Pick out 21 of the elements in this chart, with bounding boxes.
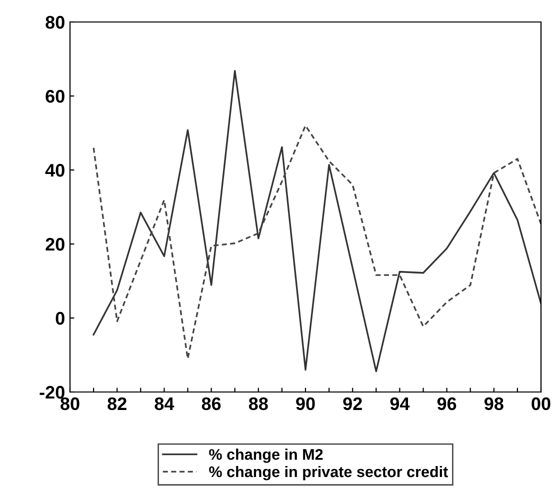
x-tick-label: 80 [60,397,80,410]
y-tick-label: 80 [46,16,64,29]
legend-label: % change in M2 [209,448,323,463]
y-tick-label: 20 [46,238,64,251]
x-tick-label: 96 [437,397,456,410]
x-tick-label: 98 [484,397,504,410]
y-tick-label: -20 [40,386,64,399]
x-tick-label: 82 [108,397,126,410]
line-series [92,70,541,372]
y-tick-label: 40 [45,164,64,177]
x-tick-label: 92 [343,397,362,410]
legend-label: % change in private sector credit [209,466,448,480]
x-tick-label: 94 [390,397,410,410]
x-tick-label: 00 [532,397,550,410]
x-tick-label: 84 [154,397,174,410]
y-tick-label: 0 [56,312,64,325]
x-tick-label: 86 [202,397,221,410]
x-tick-label: 90 [296,397,315,410]
x-tick-label: 88 [248,397,268,410]
line-series [92,124,541,360]
y-tick-label: 60 [46,90,64,103]
